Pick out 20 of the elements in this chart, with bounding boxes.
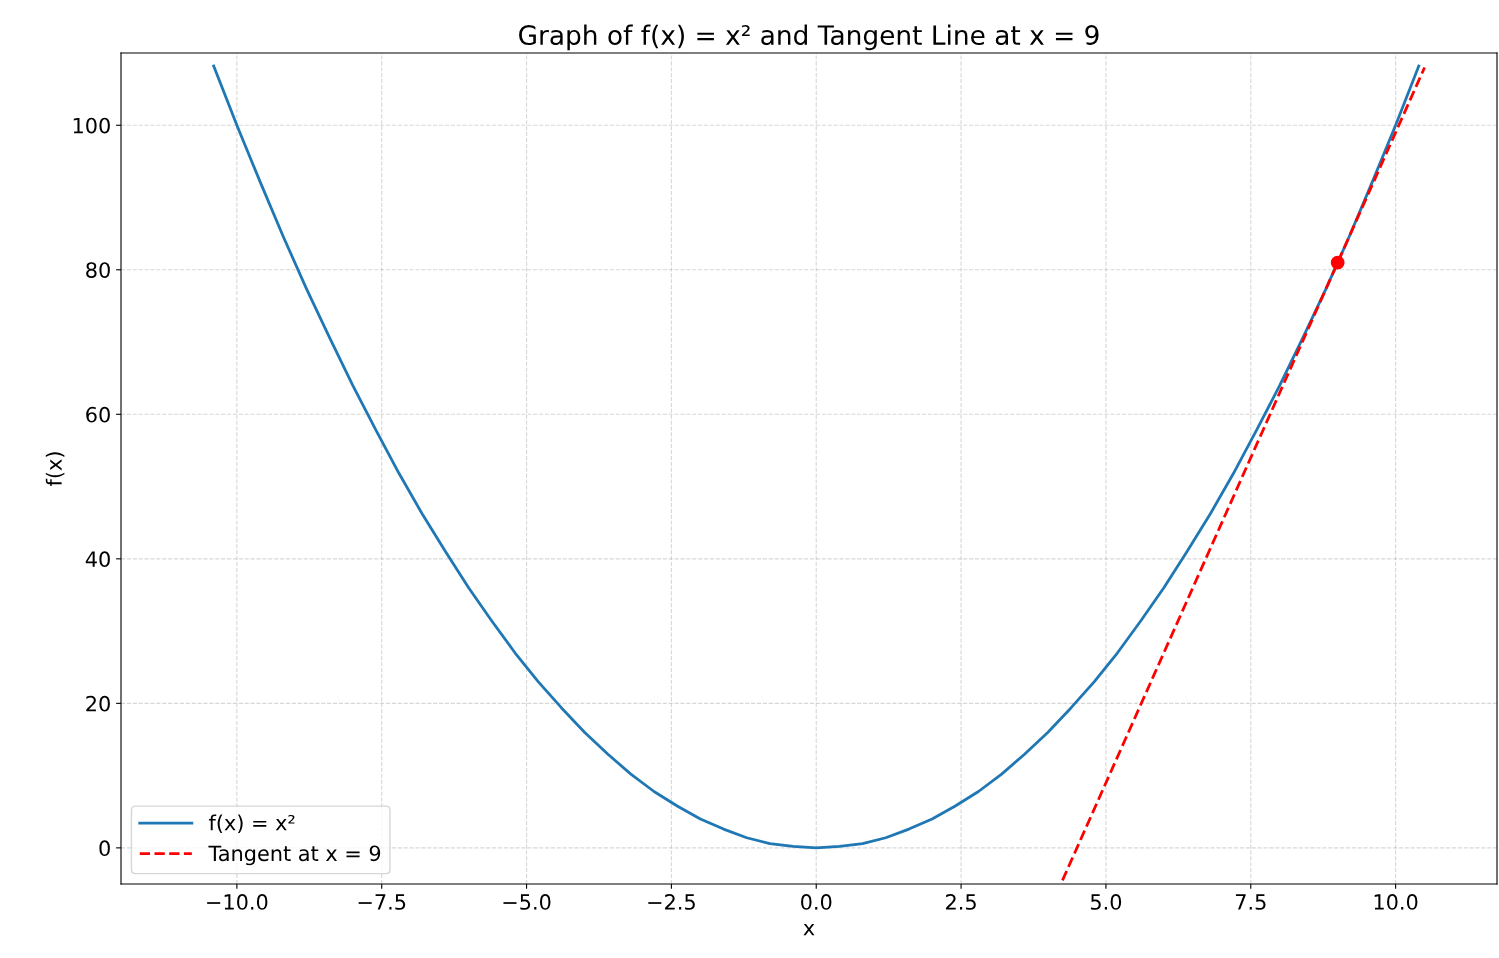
x-tick-label: −7.5 <box>358 894 406 910</box>
y-tick-label: 0 <box>99 840 110 857</box>
legend-label: Tangent at x = 9 <box>208 845 381 866</box>
y-tick-label: 20 <box>86 695 110 712</box>
x-axis-title: x <box>803 923 815 936</box>
y-tick-label: 40 <box>85 551 110 568</box>
x-tick-label: 0.0 <box>801 894 832 910</box>
x-tick-label: −10.0 <box>207 894 268 910</box>
chart-title: Graph of f(x) = x² and Tangent Line at x = 9 <box>519 24 1099 51</box>
x-tick-label: 5.0 <box>1090 894 1122 910</box>
y-tick-label: 100 <box>73 117 110 134</box>
x-tick-label: −2.5 <box>648 894 695 910</box>
y-tick-label: 60 <box>86 406 110 423</box>
legend-label: f(x) = x² <box>208 814 295 834</box>
y-axis-title: f(x) <box>45 452 65 486</box>
x-tick-label: 10.0 <box>1374 894 1418 910</box>
y-tick-label: 80 <box>86 262 110 278</box>
x-tick-label: 7.5 <box>1235 894 1266 910</box>
x-tick-label: 2.5 <box>946 894 976 910</box>
x-tick-label: −5.0 <box>503 894 551 910</box>
